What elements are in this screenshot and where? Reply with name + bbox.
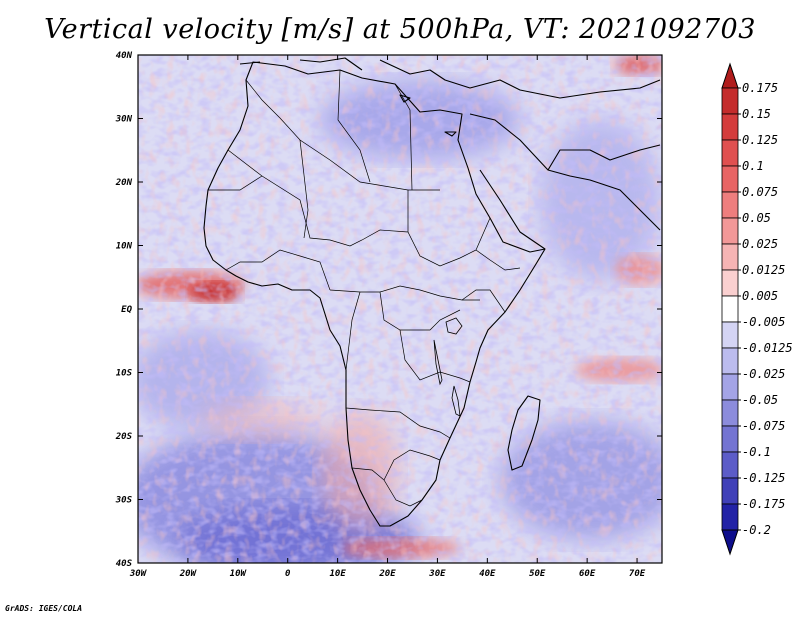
colorbar-swatch (721, 425, 739, 453)
colorbar-swatch (721, 165, 739, 193)
colorbar-swatch (721, 321, 739, 349)
colorbar-swatch (721, 399, 739, 427)
colorbar-label: -0.0125 (742, 341, 793, 355)
lon-tick-label: 10W (230, 569, 248, 579)
country-borders (208, 69, 521, 507)
latitude-axis: 40N 30N 20N 10N EQ 10S 20S 30S 40S (115, 51, 662, 569)
lon-tick-label: 50E (529, 569, 546, 579)
lat-tick-label: 10N (116, 242, 133, 252)
colorbar-label: -0.1 (742, 445, 771, 459)
lon-tick-label: 0 (285, 569, 291, 579)
colorbar-swatch (721, 139, 739, 167)
colorbar-label: -0.2 (742, 523, 771, 537)
colorbar-label: 0.1 (742, 159, 764, 173)
colorbar-swatch (721, 243, 739, 271)
colorbar-label: 0.025 (742, 237, 778, 251)
lon-tick-label: 30E (428, 569, 446, 579)
colorbar-label: -0.05 (742, 393, 778, 407)
lat-tick-label: 40N (116, 51, 133, 61)
lon-tick-label: 20W (179, 569, 198, 579)
colorbar-label: 0.175 (742, 81, 778, 95)
lakes (433, 317, 463, 417)
colorbar-label: 0.15 (742, 107, 771, 121)
lon-tick-label: 70E (629, 569, 646, 579)
colorbar-swatch (721, 113, 739, 141)
colorbar-top-arrow (721, 62, 739, 89)
colorbar: 0.175 0.15 0.125 0.1 0.075 0.05 0.025 0.0125 0.0… (721, 62, 793, 556)
lake-victoria (445, 317, 463, 335)
coastline (203, 57, 661, 527)
lat-tick-label: 40S (116, 559, 133, 569)
colorbar-label: -0.005 (742, 315, 785, 329)
colorbar-swatch (721, 477, 739, 505)
grads-credit: GrADS: IGES/COLA (5, 604, 83, 613)
lon-tick-label: 20E (378, 569, 396, 579)
colorbar-label: -0.175 (742, 497, 785, 511)
colorbar-swatch (721, 503, 739, 531)
lake-malawi (451, 385, 461, 417)
europe-coastline (239, 57, 661, 99)
lon-tick-label: 40E (479, 569, 496, 579)
africa-coastline (203, 61, 546, 527)
lon-tick-label: 10E (329, 569, 346, 579)
colorbar-label: 0.125 (742, 133, 778, 147)
lat-tick-label: 20N (115, 178, 133, 188)
colorbar-swatch (721, 451, 739, 479)
lat-tick-label: 30N (115, 115, 133, 125)
lon-tick-label: 30W (129, 569, 148, 579)
map-title: Vertical velocity [m/s] at 500hPa, VT: 2… (44, 14, 756, 45)
lat-tick-label: EQ (121, 305, 132, 315)
colorbar-swatch (721, 373, 739, 401)
colorbar-label: -0.025 (742, 367, 785, 381)
lat-tick-label: 30S (115, 496, 133, 506)
colorbar-swatch (721, 191, 739, 219)
colorbar-label: 0.075 (742, 185, 778, 199)
colorbar-label: 0.005 (742, 289, 778, 303)
colorbar-bottom-arrow (721, 529, 739, 556)
colorbar-swatch (721, 295, 739, 323)
colorbar-label: -0.125 (742, 471, 785, 485)
colorbar-swatch (721, 87, 739, 115)
mediterranean-islands (399, 94, 457, 137)
lat-tick-label: 10S (116, 369, 133, 379)
madagascar (507, 395, 541, 471)
colorbar-swatch (721, 347, 739, 375)
colorbar-label: -0.075 (742, 419, 785, 433)
lon-tick-label: 60E (579, 569, 596, 579)
colorbar-swatch (721, 217, 739, 245)
lat-tick-label: 20S (115, 432, 133, 442)
lake-tanganyika (433, 339, 443, 386)
longitude-axis: 30W 20W 10W 0 10E 20E 30E 40E 50E 60E 70E (129, 55, 646, 579)
arabia-coastline (469, 113, 661, 250)
colorbar-label: 0.0125 (742, 263, 785, 277)
colorbar-swatch (721, 269, 739, 297)
colorbar-label: 0.05 (742, 211, 771, 225)
velocity-field (138, 55, 662, 563)
